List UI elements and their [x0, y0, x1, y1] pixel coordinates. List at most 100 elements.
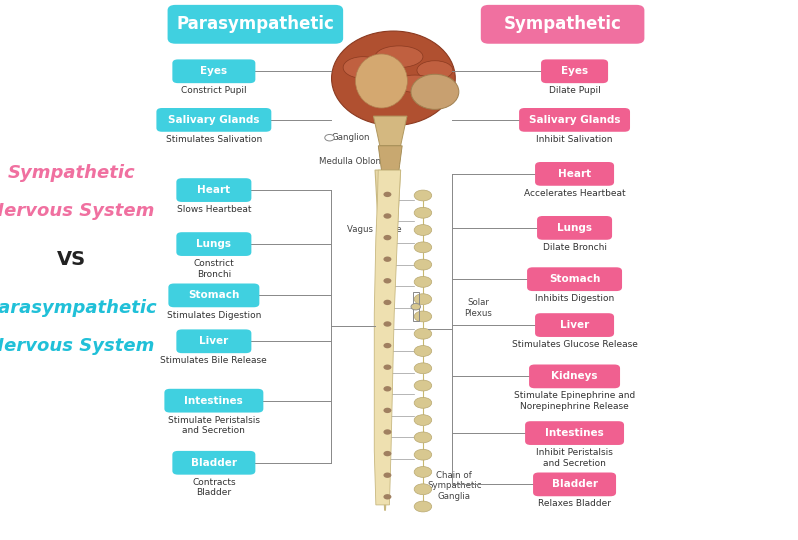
FancyBboxPatch shape	[168, 284, 259, 307]
FancyBboxPatch shape	[541, 59, 608, 83]
Ellipse shape	[414, 294, 432, 305]
Ellipse shape	[414, 276, 432, 287]
Text: Chain of
Sympathetic
Ganglia: Chain of Sympathetic Ganglia	[427, 471, 481, 501]
Text: Constrict Pupil: Constrict Pupil	[181, 86, 247, 96]
Text: Intestines: Intestines	[184, 396, 243, 406]
Ellipse shape	[414, 190, 432, 201]
Ellipse shape	[414, 225, 432, 235]
Text: Dilate Pupil: Dilate Pupil	[549, 86, 600, 96]
Ellipse shape	[414, 259, 432, 270]
Text: Ganglion: Ganglion	[331, 133, 369, 142]
Text: Liver: Liver	[200, 336, 228, 346]
Ellipse shape	[414, 242, 432, 253]
Text: Inhibit Peristalsis
and Secretion: Inhibit Peristalsis and Secretion	[536, 448, 613, 468]
Ellipse shape	[414, 501, 432, 512]
Circle shape	[383, 235, 391, 240]
Text: Intestines: Intestines	[545, 428, 604, 438]
Text: Relaxes Bladder: Relaxes Bladder	[538, 500, 611, 509]
Ellipse shape	[355, 54, 407, 108]
Text: Sympathetic: Sympathetic	[8, 164, 136, 182]
FancyBboxPatch shape	[529, 364, 620, 388]
Text: Constrict
Bronchi: Constrict Bronchi	[193, 259, 235, 279]
Circle shape	[383, 408, 391, 413]
Text: Salivary Glands: Salivary Glands	[529, 115, 620, 125]
Polygon shape	[378, 146, 402, 170]
Text: Contracts
Bladder: Contracts Bladder	[192, 478, 235, 497]
Text: Stimulate Peristalsis
and Secretion: Stimulate Peristalsis and Secretion	[168, 416, 260, 435]
Ellipse shape	[414, 484, 432, 495]
Ellipse shape	[343, 57, 383, 78]
Text: Salivary Glands: Salivary Glands	[168, 115, 259, 125]
FancyBboxPatch shape	[519, 108, 630, 132]
FancyBboxPatch shape	[176, 178, 251, 202]
Circle shape	[383, 451, 391, 456]
Text: Stimulates Glucose Release: Stimulates Glucose Release	[512, 340, 638, 349]
Ellipse shape	[414, 432, 432, 443]
Text: Parasympathetic: Parasympathetic	[0, 299, 157, 317]
Ellipse shape	[395, 75, 435, 92]
Circle shape	[383, 429, 391, 435]
Text: VS: VS	[57, 249, 86, 269]
Text: Heart: Heart	[197, 185, 231, 195]
Text: Eyes: Eyes	[561, 66, 588, 76]
FancyBboxPatch shape	[480, 5, 644, 44]
FancyBboxPatch shape	[172, 59, 255, 83]
Ellipse shape	[414, 311, 432, 322]
FancyBboxPatch shape	[176, 232, 251, 256]
Text: Solar
Plexus: Solar Plexus	[464, 298, 492, 318]
Circle shape	[383, 256, 391, 262]
FancyBboxPatch shape	[168, 5, 343, 44]
FancyBboxPatch shape	[156, 108, 271, 132]
Polygon shape	[373, 116, 407, 146]
Ellipse shape	[414, 207, 432, 218]
Polygon shape	[375, 170, 401, 510]
Text: Stimulate Epinephrine and
Norepinephrine Release: Stimulate Epinephrine and Norepinephrine…	[514, 392, 635, 411]
Ellipse shape	[414, 328, 432, 339]
FancyBboxPatch shape	[533, 472, 616, 496]
Text: Stimulates Salivation: Stimulates Salivation	[166, 135, 262, 144]
Text: Slows Heartbeat: Slows Heartbeat	[176, 205, 251, 214]
Text: Kidneys: Kidneys	[551, 372, 598, 381]
Text: Parasympathetic: Parasympathetic	[176, 15, 334, 33]
Text: Dilate Bronchi: Dilate Bronchi	[543, 243, 606, 252]
Ellipse shape	[331, 31, 455, 126]
Text: Eyes: Eyes	[200, 66, 227, 76]
Ellipse shape	[414, 415, 432, 426]
FancyBboxPatch shape	[537, 216, 612, 240]
Ellipse shape	[414, 346, 432, 356]
FancyBboxPatch shape	[535, 313, 614, 337]
Text: Stomach: Stomach	[549, 274, 600, 284]
Ellipse shape	[414, 363, 432, 374]
Text: Heart: Heart	[558, 169, 591, 179]
Text: Inhibit Salivation: Inhibit Salivation	[536, 135, 613, 144]
Text: Sympathetic: Sympathetic	[504, 15, 622, 33]
Ellipse shape	[417, 60, 453, 79]
FancyBboxPatch shape	[164, 389, 263, 413]
Circle shape	[383, 494, 391, 500]
Text: Accelerates Heartbeat: Accelerates Heartbeat	[523, 189, 626, 198]
FancyBboxPatch shape	[527, 267, 622, 291]
Circle shape	[325, 134, 334, 141]
Text: Bladder: Bladder	[191, 458, 237, 468]
Text: Medulla Oblongata: Medulla Oblongata	[319, 158, 401, 166]
Ellipse shape	[411, 74, 459, 109]
Ellipse shape	[414, 467, 432, 477]
Circle shape	[383, 343, 391, 348]
Polygon shape	[374, 170, 401, 505]
Text: Nervous System: Nervous System	[0, 201, 155, 220]
Text: Stimulates Digestion: Stimulates Digestion	[167, 310, 261, 320]
FancyBboxPatch shape	[172, 451, 255, 475]
FancyBboxPatch shape	[525, 421, 624, 445]
Circle shape	[383, 386, 391, 391]
Ellipse shape	[414, 449, 432, 460]
Circle shape	[383, 472, 391, 478]
Text: Liver: Liver	[560, 320, 589, 330]
Text: Stomach: Stomach	[188, 291, 239, 300]
Circle shape	[383, 278, 391, 284]
Circle shape	[383, 364, 391, 370]
Circle shape	[383, 321, 391, 327]
Circle shape	[383, 300, 391, 305]
Ellipse shape	[375, 46, 423, 68]
Text: Lungs: Lungs	[196, 239, 231, 249]
Text: Inhibits Digestion: Inhibits Digestion	[535, 294, 614, 303]
